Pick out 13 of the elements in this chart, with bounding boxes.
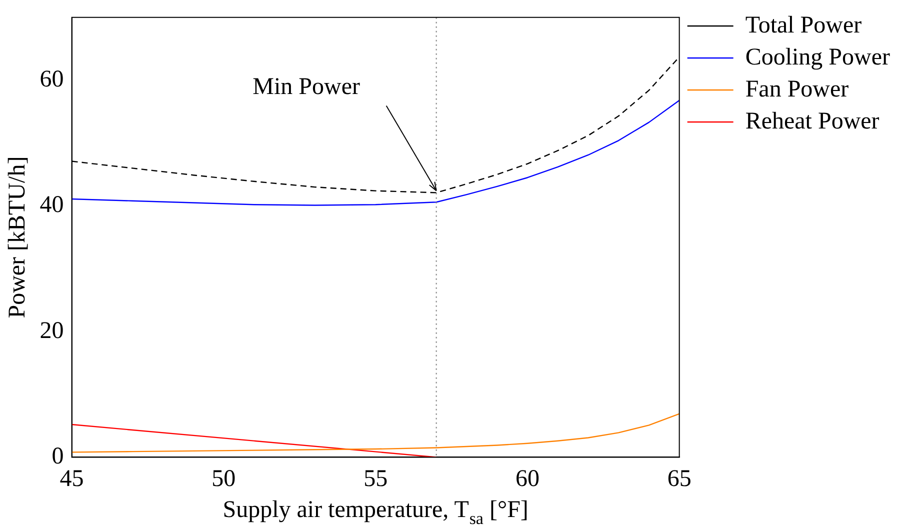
legend-label: Cooling Power xyxy=(745,44,890,70)
y-tick-label: 60 xyxy=(40,66,64,93)
legend-label: Total Power xyxy=(745,12,862,38)
y-tick-label: 20 xyxy=(40,318,64,344)
x-tick-label: 50 xyxy=(212,466,236,492)
legend-label: Fan Power xyxy=(745,76,849,102)
y-tick-label: 40 xyxy=(40,192,64,218)
x-tick-label: 60 xyxy=(515,466,540,492)
legend-label: Reheat Power xyxy=(745,108,880,134)
y-axis-title: Power [kBTU/h] xyxy=(4,156,31,318)
annotation: Min Power xyxy=(252,74,360,100)
x-tick-label: 55 xyxy=(364,466,388,492)
x-tick-label: 65 xyxy=(667,466,692,492)
